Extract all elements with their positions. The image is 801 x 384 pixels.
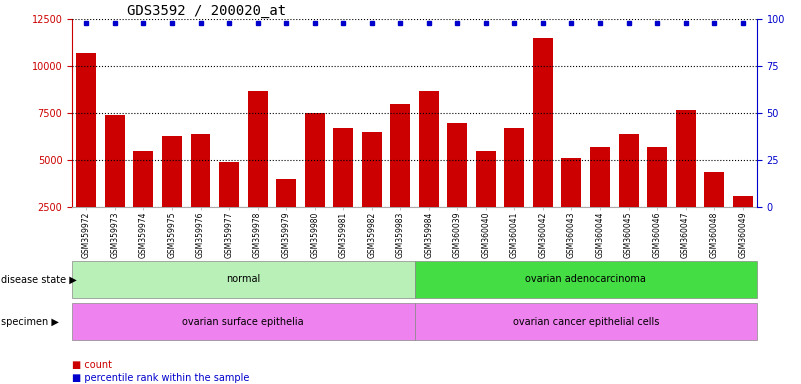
Bar (304, 113, 324, 254)
Text: ovarian cancer epithelial cells: ovarian cancer epithelial cells (513, 316, 659, 327)
Text: GDS3592 / 200020_at: GDS3592 / 200020_at (127, 4, 286, 18)
Bar (505, 128, 525, 254)
Bar (390, 104, 410, 254)
Bar (248, 91, 268, 254)
Text: ovarian adenocarcinoma: ovarian adenocarcinoma (525, 274, 646, 285)
Bar (191, 134, 211, 254)
Bar (733, 196, 753, 254)
Bar (647, 147, 667, 254)
Text: specimen ▶: specimen ▶ (1, 316, 58, 327)
Text: ■ count: ■ count (72, 360, 112, 370)
Bar (675, 109, 695, 254)
Bar (476, 151, 496, 254)
Bar (419, 91, 439, 254)
Bar (447, 123, 467, 254)
Bar (362, 132, 382, 254)
Bar (333, 128, 353, 254)
Bar (704, 172, 724, 254)
Bar (76, 53, 96, 254)
Bar (276, 179, 296, 254)
Bar (590, 147, 610, 254)
Bar (219, 162, 239, 254)
Bar (105, 115, 125, 254)
Bar (162, 136, 182, 254)
Text: ■ percentile rank within the sample: ■ percentile rank within the sample (72, 373, 249, 383)
Bar (562, 159, 582, 254)
Bar (618, 134, 638, 254)
Text: normal: normal (226, 274, 260, 285)
Bar (533, 38, 553, 254)
Bar (134, 151, 154, 254)
Text: ovarian surface epithelia: ovarian surface epithelia (183, 316, 304, 327)
Text: disease state ▶: disease state ▶ (1, 274, 77, 285)
